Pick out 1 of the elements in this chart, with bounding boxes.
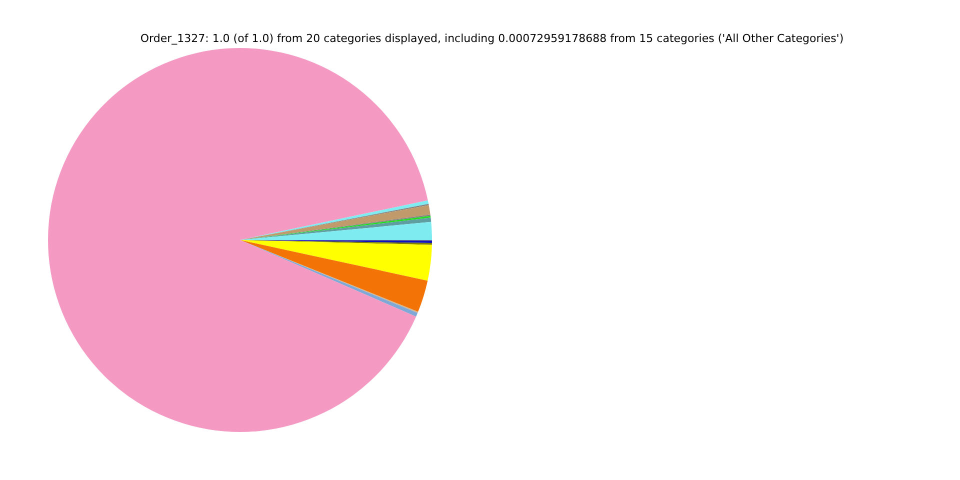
text: Order_1327: 1.0 (of 1.0) from 20 categories displayed, including 0.00072959178688 from 15 categories ('All Other Categories'): [139, 32, 845, 45]
